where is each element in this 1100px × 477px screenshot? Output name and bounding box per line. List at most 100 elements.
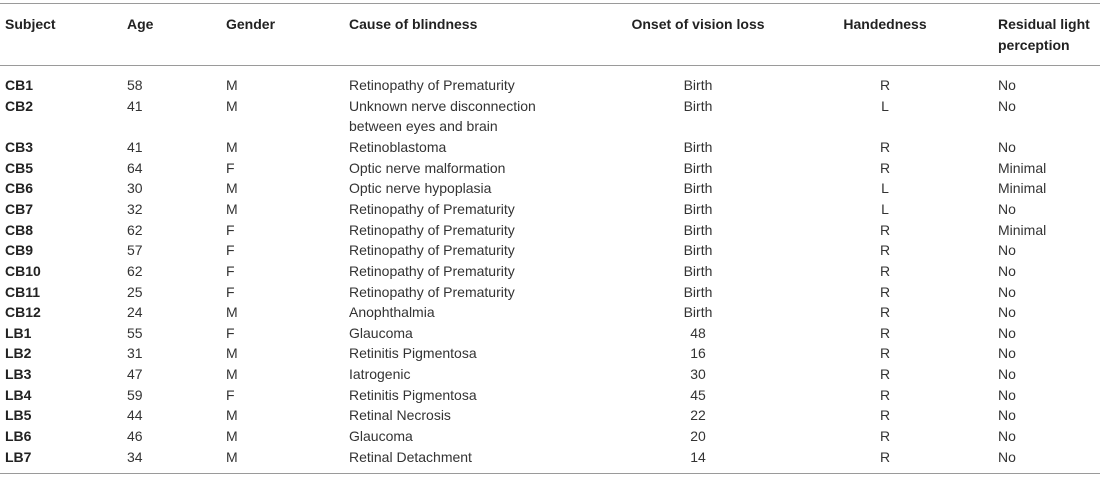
row-onset: Birth <box>683 159 713 176</box>
header-residual-line2: perception <box>998 37 1070 53</box>
row-cause: Retinitis Pigmentosa <box>349 345 477 362</box>
row-residual: No <box>998 366 1016 383</box>
row-gender: M <box>226 428 238 444</box>
row-residual: No <box>998 304 1016 321</box>
row-age: 58 <box>127 77 143 93</box>
row-onset: 20 <box>690 428 706 444</box>
row-gender: M <box>226 366 238 383</box>
row-gender: F <box>226 283 235 300</box>
row-onset: Birth <box>683 180 713 197</box>
row-onset: Birth <box>683 200 713 217</box>
row-cause: Retinal Detachment <box>349 448 472 465</box>
row-handedness: R <box>879 345 891 362</box>
row-handedness: R <box>879 304 891 321</box>
row-residual: No <box>998 386 1016 403</box>
row-onset: Birth <box>683 304 713 321</box>
row-subject: CB12 <box>5 304 41 321</box>
row-cause: Retinopathy of Prematurity <box>349 283 515 300</box>
row-gender: M <box>226 180 238 197</box>
row-handedness: R <box>879 407 891 424</box>
row-cause: Retinopathy of Prematurity <box>349 77 515 93</box>
row-age: 55 <box>127 324 143 341</box>
header-gender: Gender <box>226 16 276 32</box>
row-gender: M <box>226 345 238 362</box>
row-gender: M <box>226 139 238 155</box>
row-age: 25 <box>127 283 143 300</box>
row-cause: Retinopathy of Prematurity <box>349 262 515 279</box>
row-subject: LB6 <box>5 428 32 444</box>
row-age: 44 <box>127 407 143 424</box>
row-age: 24 <box>127 304 143 321</box>
row-residual: Minimal <box>998 221 1047 238</box>
row-residual: No <box>998 345 1016 362</box>
row-handedness: R <box>879 139 891 155</box>
row-subject: CB3 <box>5 139 34 155</box>
row-subject: CB11 <box>5 283 41 300</box>
header-cause: Cause of blindness <box>349 16 478 32</box>
row-residual: No <box>998 407 1016 424</box>
row-cause: Optic nerve hypoplasia <box>349 180 492 197</box>
row-subject: LB1 <box>5 324 32 341</box>
row-gender: F <box>226 386 235 403</box>
row-onset: Birth <box>683 283 713 300</box>
table-bottom-rule <box>0 473 1100 474</box>
row-residual: No <box>998 139 1016 155</box>
header-handedness: Handedness <box>843 16 927 32</box>
row-residual: No <box>998 97 1016 114</box>
row-subject: LB3 <box>5 366 32 383</box>
row-cause: Iatrogenic <box>349 366 411 383</box>
row-age: 30 <box>127 180 143 197</box>
row-cause: Glaucoma <box>349 428 413 444</box>
row-gender: M <box>226 77 238 93</box>
row-handedness: L <box>881 180 889 197</box>
row-cause: Anophthalmia <box>349 304 435 321</box>
header-residual-line1: Residual light <box>998 16 1090 32</box>
row-cause: Retinopathy of Prematurity <box>349 200 515 217</box>
row-handedness: R <box>879 366 891 383</box>
row-residual: Minimal <box>998 159 1047 176</box>
row-age: 47 <box>127 366 143 383</box>
row-handedness: R <box>879 159 891 176</box>
row-subject: CB10 <box>5 262 41 279</box>
row-gender: F <box>226 262 235 279</box>
row-cause: Retinopathy of Prematurity <box>349 221 515 238</box>
row-cause: Unknown nerve disconnection <box>349 97 536 114</box>
row-subject: CB5 <box>5 159 34 176</box>
row-subject: LB7 <box>5 448 32 465</box>
row-gender: F <box>226 324 235 341</box>
row-handedness: R <box>879 242 891 259</box>
row-age: 41 <box>127 139 143 155</box>
row-cause: Retinoblastoma <box>349 139 447 155</box>
row-onset: 22 <box>690 407 706 424</box>
row-residual: No <box>998 200 1016 217</box>
row-gender: F <box>226 159 235 176</box>
row-handedness: R <box>879 324 891 341</box>
row-gender: M <box>226 200 238 217</box>
row-cause: Glaucoma <box>349 324 413 341</box>
row-age: 31 <box>127 345 143 362</box>
row-gender: F <box>226 242 235 259</box>
row-onset: Birth <box>683 221 713 238</box>
row-cause: Retinitis Pigmentosa <box>349 386 477 403</box>
row-handedness: L <box>881 97 889 114</box>
row-handedness: R <box>879 77 891 93</box>
row-gender: M <box>226 304 238 321</box>
row-subject: CB6 <box>5 180 34 197</box>
row-gender: M <box>226 407 238 424</box>
row-onset: 45 <box>690 386 706 403</box>
row-age: 62 <box>127 221 143 238</box>
row-residual: No <box>998 428 1016 444</box>
row-onset: 16 <box>690 345 706 362</box>
row-residual: No <box>998 324 1016 341</box>
row-age: 62 <box>127 262 143 279</box>
header-age: Age <box>127 16 154 32</box>
row-handedness: R <box>879 221 891 238</box>
row-residual: No <box>998 77 1016 93</box>
row-subject: LB4 <box>5 386 32 403</box>
row-subject: CB1 <box>5 77 34 93</box>
row-gender: F <box>226 221 235 238</box>
row-handedness: R <box>879 448 891 465</box>
row-handedness: R <box>879 386 891 403</box>
row-onset: Birth <box>683 139 713 155</box>
row-cause: Optic nerve malformation <box>349 159 506 176</box>
